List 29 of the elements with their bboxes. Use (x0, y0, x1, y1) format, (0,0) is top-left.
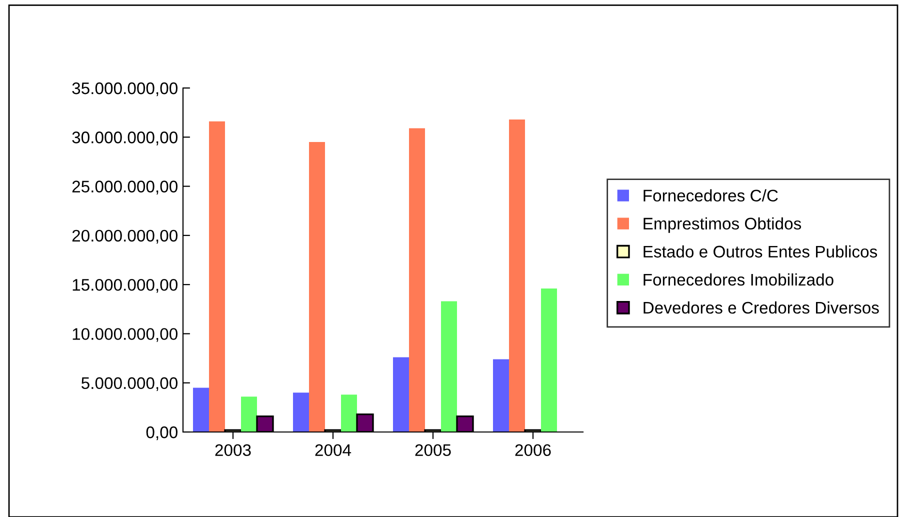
x-tick-label: 2003 (215, 444, 251, 456)
bar (309, 142, 325, 432)
legend-label: Fornecedores Imobilizado (644, 273, 834, 286)
y-tick-label: 10.000.000,00 (72, 328, 178, 342)
bar (493, 359, 509, 432)
y-tick-label: 35.000.000,00 (72, 82, 178, 96)
y-tick-label: 5.000.000,00 (82, 377, 178, 392)
legend-label: Estado e Outros Entes Publicos (644, 245, 878, 258)
x-tick-label: 2004 (315, 444, 352, 456)
bar (441, 301, 457, 432)
y-tick-label: 25.000.000,00 (72, 180, 178, 194)
bar (393, 357, 409, 432)
legend-label: Devedores e Credores Diversos (644, 301, 879, 314)
legend-label: Emprestimos Obtidos (644, 217, 802, 233)
x-tick-label: 2006 (515, 444, 551, 456)
bar (193, 388, 209, 432)
bar (541, 288, 557, 432)
bar (509, 119, 525, 432)
y-tick-label: 20.000.000,00 (72, 230, 178, 244)
x-tick-label: 2005 (415, 444, 451, 456)
bar (409, 128, 425, 432)
bar (341, 394, 357, 432)
bar (293, 392, 309, 432)
bar (241, 396, 257, 432)
y-tick-label: 0,00 (146, 426, 178, 440)
bar (209, 121, 225, 432)
y-tick-label: 15.000.000,00 (72, 278, 178, 293)
legend-label: Fornecedores C/C (644, 189, 778, 202)
y-tick-label: 30.000.000,00 (72, 132, 178, 146)
